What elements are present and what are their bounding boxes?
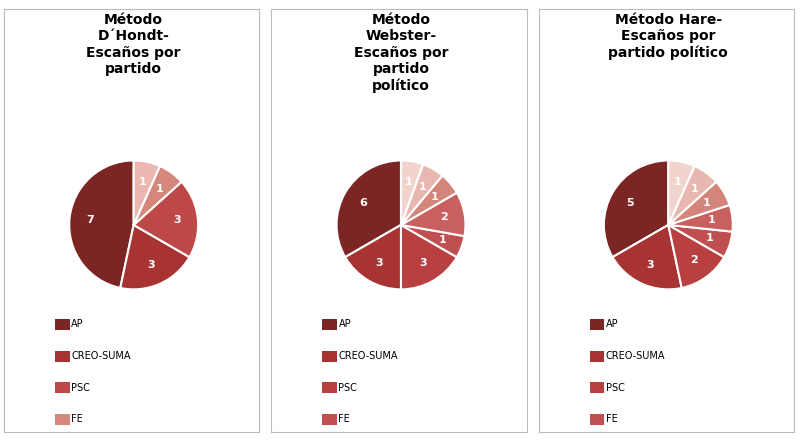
Wedge shape	[401, 225, 457, 289]
Text: PSC: PSC	[606, 383, 625, 392]
Text: 1: 1	[706, 233, 714, 243]
Text: 7: 7	[86, 215, 94, 225]
Text: 3: 3	[148, 260, 156, 270]
Wedge shape	[134, 166, 181, 225]
Wedge shape	[668, 166, 716, 225]
Text: 1: 1	[431, 192, 439, 202]
Text: Método
Webster-
Escaños por
partido
político: Método Webster- Escaños por partido polí…	[354, 13, 448, 93]
Wedge shape	[401, 164, 443, 225]
Wedge shape	[401, 193, 465, 236]
Wedge shape	[613, 225, 682, 289]
Text: FE: FE	[338, 415, 350, 424]
Text: 2: 2	[440, 212, 448, 222]
Text: 3: 3	[646, 260, 654, 270]
Text: 6: 6	[359, 198, 367, 208]
Text: AP: AP	[338, 319, 351, 329]
Text: AP: AP	[606, 319, 618, 329]
Text: CREO-SUMA: CREO-SUMA	[606, 351, 666, 361]
Wedge shape	[401, 225, 464, 257]
Wedge shape	[345, 225, 401, 289]
Text: 1: 1	[419, 182, 427, 192]
Text: 1: 1	[674, 177, 682, 187]
Text: CREO-SUMA: CREO-SUMA	[71, 351, 131, 361]
Text: FE: FE	[71, 415, 83, 424]
Text: CREO-SUMA: CREO-SUMA	[338, 351, 398, 361]
Text: 3: 3	[375, 258, 383, 268]
Wedge shape	[604, 161, 668, 257]
Text: AP: AP	[71, 319, 83, 329]
Text: 1: 1	[703, 198, 710, 208]
Wedge shape	[668, 182, 730, 225]
Wedge shape	[668, 205, 733, 232]
Text: Método Hare-
Escaños por
partido político: Método Hare- Escaños por partido polític…	[609, 13, 728, 60]
Wedge shape	[401, 176, 457, 225]
Wedge shape	[69, 161, 134, 288]
Wedge shape	[668, 225, 724, 288]
Text: 2: 2	[691, 255, 698, 265]
Text: PSC: PSC	[338, 383, 358, 392]
Text: 5: 5	[626, 198, 634, 208]
Wedge shape	[134, 182, 198, 257]
Text: PSC: PSC	[71, 383, 90, 392]
Text: 1: 1	[405, 177, 412, 187]
Text: 1: 1	[439, 235, 446, 245]
Wedge shape	[668, 225, 732, 257]
Text: 1: 1	[156, 184, 164, 194]
Text: 1: 1	[139, 177, 147, 187]
Text: FE: FE	[606, 415, 618, 424]
Text: 1: 1	[691, 184, 698, 194]
Text: 1: 1	[708, 215, 716, 225]
Wedge shape	[120, 225, 189, 289]
Wedge shape	[668, 161, 695, 225]
Text: 3: 3	[419, 258, 427, 268]
Text: Método
D´Hondt-
Escaños por
partido: Método D´Hondt- Escaños por partido	[87, 13, 181, 76]
Text: 3: 3	[173, 215, 181, 225]
Wedge shape	[401, 161, 423, 225]
Wedge shape	[134, 161, 160, 225]
Wedge shape	[337, 161, 401, 257]
